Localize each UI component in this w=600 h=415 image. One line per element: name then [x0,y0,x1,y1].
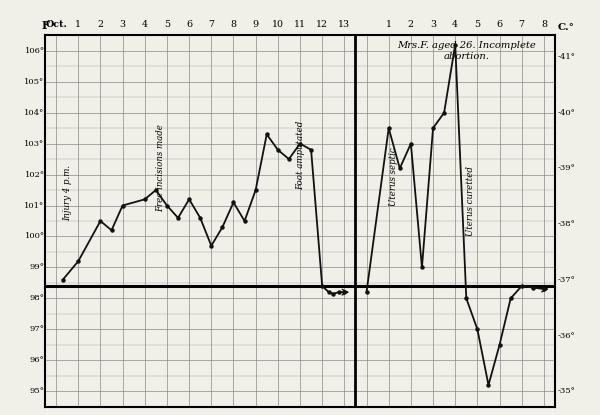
Text: 4: 4 [452,20,458,29]
Text: 105°: 105° [25,78,44,86]
Text: C.°: C.° [557,23,574,32]
Text: Free incisions made: Free incisions made [156,124,165,212]
Text: Mrs.F. aged 26. Incomplete
abortion.: Mrs.F. aged 26. Incomplete abortion. [397,42,536,61]
Text: -38°: -38° [557,220,575,228]
Text: -35°: -35° [557,387,575,395]
Text: Uterus septic: Uterus septic [389,147,398,205]
Text: -36°: -36° [557,332,575,339]
Text: 99°: 99° [29,264,44,271]
Text: 106°: 106° [25,47,44,55]
Text: 2: 2 [408,20,414,29]
Text: -40°: -40° [557,109,575,117]
Text: 5: 5 [475,20,481,29]
Text: Uterus curetted: Uterus curetted [466,166,475,237]
Text: 11: 11 [294,20,306,29]
Text: 3: 3 [119,20,125,29]
Text: -39°: -39° [557,164,575,172]
Text: 6: 6 [497,20,503,29]
Text: 104°: 104° [25,109,44,117]
Text: 13: 13 [338,20,350,29]
Text: 4: 4 [142,20,148,29]
Text: 96°: 96° [30,356,44,364]
Text: 9: 9 [253,20,259,29]
Text: 102°: 102° [25,171,44,178]
Text: 103°: 103° [25,139,44,148]
Text: 98°: 98° [29,294,44,303]
Text: Injury 4 p.m.: Injury 4 p.m. [62,165,71,221]
Text: 6: 6 [186,20,192,29]
Text: -37°: -37° [557,276,575,284]
Text: 8: 8 [230,20,236,29]
Text: 12: 12 [316,20,328,29]
Text: Foot amputated: Foot amputated [296,121,305,190]
Text: 7: 7 [208,20,214,29]
Text: F: F [41,20,49,31]
Text: 101°: 101° [25,202,44,210]
Text: 7: 7 [519,20,525,29]
Text: -41°: -41° [557,53,575,61]
Text: 100°: 100° [25,232,44,240]
Text: 97°: 97° [29,325,44,333]
Text: 1: 1 [75,20,81,29]
Text: 1: 1 [386,20,392,29]
Text: 3: 3 [430,20,436,29]
Text: Oct.: Oct. [45,20,67,29]
Text: 5: 5 [164,20,170,29]
Text: 95°: 95° [29,387,44,395]
Text: 10: 10 [272,20,284,29]
Text: 2: 2 [97,20,103,29]
Text: 8: 8 [541,20,547,29]
